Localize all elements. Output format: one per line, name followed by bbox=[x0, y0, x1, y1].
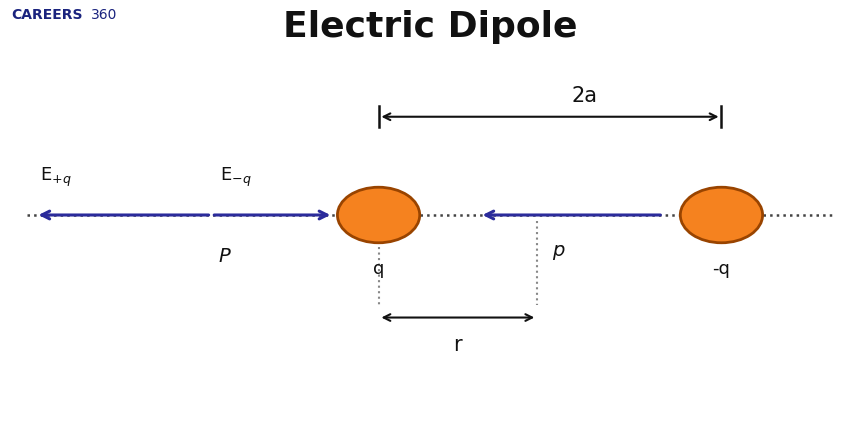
Text: p: p bbox=[552, 241, 565, 260]
Text: $\mathregular{E}_{-q}$: $\mathregular{E}_{-q}$ bbox=[220, 166, 252, 189]
Text: -q: -q bbox=[713, 260, 730, 278]
Ellipse shape bbox=[680, 187, 763, 243]
Text: 360: 360 bbox=[91, 8, 118, 22]
Text: Electric Dipole: Electric Dipole bbox=[283, 10, 577, 44]
Text: 2a: 2a bbox=[571, 86, 598, 106]
Ellipse shape bbox=[337, 187, 420, 243]
Text: P: P bbox=[218, 247, 230, 266]
Text: r: r bbox=[453, 335, 462, 355]
Text: $\mathregular{E}_{+q}$: $\mathregular{E}_{+q}$ bbox=[40, 166, 71, 189]
Text: CAREERS: CAREERS bbox=[12, 8, 83, 22]
Text: q: q bbox=[373, 260, 384, 278]
